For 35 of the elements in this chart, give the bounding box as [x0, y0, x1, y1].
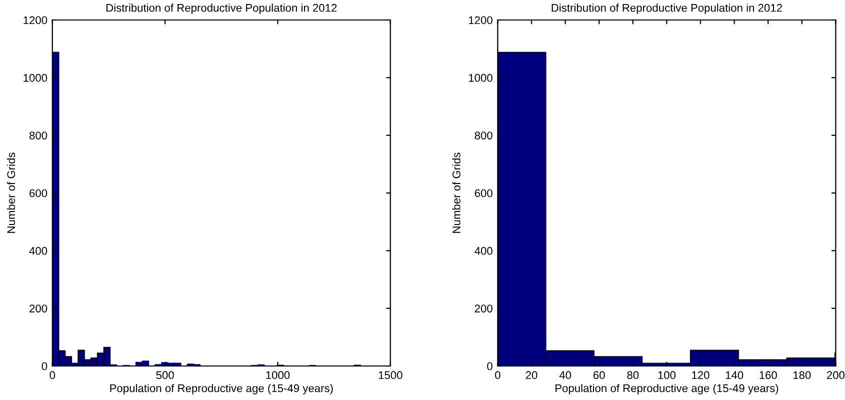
- x-axis-title: Population of Reproductive age (15-49 years): [556, 384, 778, 394]
- y-tick-label: 1200: [24, 16, 48, 24]
- x-tick-label: 200: [826, 371, 845, 380]
- x-tick-label: 100: [658, 371, 676, 380]
- y-tick-label: 800: [29, 132, 48, 140]
- y-tick-label: 400: [29, 246, 48, 255]
- y-tick-label: 0: [487, 362, 492, 370]
- x-tick-label: 80: [627, 371, 639, 380]
- y-tick-label: 0: [42, 362, 48, 370]
- y-tick-label: 600: [30, 189, 48, 198]
- x-tick-label: 1000: [266, 371, 290, 380]
- x-axis-title: Population of Reproductive age (15-49 years): [110, 384, 333, 394]
- x-tick-label: 1500: [378, 371, 402, 380]
- y-tick-label: 400: [474, 246, 492, 255]
- x-tick-label: 180: [793, 371, 811, 380]
- x-tick-label: 40: [559, 371, 572, 380]
- x-tick-label: 60: [593, 371, 605, 380]
- x-tick-label: 0: [495, 371, 500, 380]
- y-tick-label: 200: [474, 304, 492, 312]
- x-tick-label: 500: [156, 371, 174, 380]
- x-tick-label: 20: [526, 371, 538, 380]
- x-tick-label: 120: [692, 371, 710, 380]
- y-axis-title: Number of Grids: [452, 152, 460, 233]
- y-axis-title: Number of Grids: [6, 152, 16, 233]
- y-tick-label: 200: [30, 304, 48, 312]
- y-tick-label: 600: [474, 189, 492, 198]
- y-tick-label: 1200: [468, 16, 492, 24]
- x-tick-label: 0: [50, 371, 56, 380]
- y-tick-label: 1000: [24, 74, 48, 82]
- y-tick-label: 1000: [468, 74, 492, 82]
- chart-title: Distribution of Reproductive Population in 2012: [552, 4, 782, 14]
- x-tick-label: 160: [760, 371, 777, 380]
- x-tick-label: 140: [726, 371, 744, 380]
- y-tick-label: 800: [474, 132, 492, 140]
- chart-title: Distribution of Reproductive Population in 2012: [106, 4, 337, 14]
